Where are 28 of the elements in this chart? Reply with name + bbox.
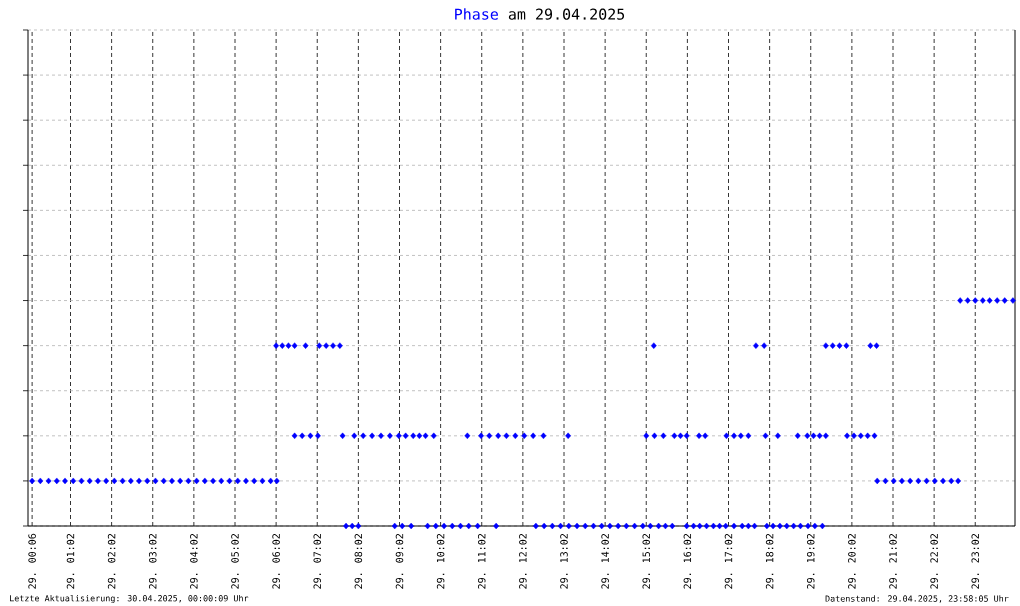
chart-title: am 29.04.2025 <box>508 8 625 20</box>
x-tick-label: 29. 14:02 <box>601 534 609 589</box>
x-tick-label: 29. 22:02 <box>930 534 938 589</box>
text: Phase <box>455 8 498 20</box>
x-tick-label: 29. 02:02 <box>107 534 116 589</box>
x-tick-label: 29. 08:02 <box>354 534 363 589</box>
x-tick-label: 29. 09:02 <box>395 534 404 589</box>
x-tick-label: 29. 05:02 <box>231 534 239 589</box>
x-tick-label: 29. 03:02 <box>148 534 157 589</box>
x-tick-label: 29. 00:06 <box>28 533 36 589</box>
x-tick-label: 29. 13:02 <box>560 534 568 589</box>
text: Letzte Aktualisierung: 30.04.2025, 00:00:09 Uhr <box>10 594 249 604</box>
x-tick-label: 29. 16:02 <box>683 534 692 589</box>
x-tick-label: 29. 11:02 <box>477 534 486 589</box>
text: Datenstand: 29.04.2025, 23:58:05 Uhr <box>825 595 1009 603</box>
x-tick-label: 29. 18:02 <box>765 534 774 589</box>
x-tick-label: 29. 10:02 <box>436 534 445 589</box>
x-tick-label: 29. 07:02 <box>313 534 322 589</box>
x-tick-label: 29. 04:02 <box>190 534 198 589</box>
x-tick-label: 29. 19:02 <box>806 534 815 589</box>
x-tick-label: 29. 17:02 <box>724 534 733 589</box>
x-tick-label: 29. 15:02 <box>642 534 651 589</box>
x-tick-label: 29. 23:02 <box>971 534 980 589</box>
x-tick-label: 29. 06:02 <box>272 534 280 589</box>
x-tick-label: 29. 12:02 <box>519 534 527 589</box>
x-tick-label: 29. 01:02 <box>66 534 75 589</box>
x-tick-label: 29. 21:02 <box>889 534 897 589</box>
x-tick-label: 29. 20:02 <box>848 534 856 589</box>
